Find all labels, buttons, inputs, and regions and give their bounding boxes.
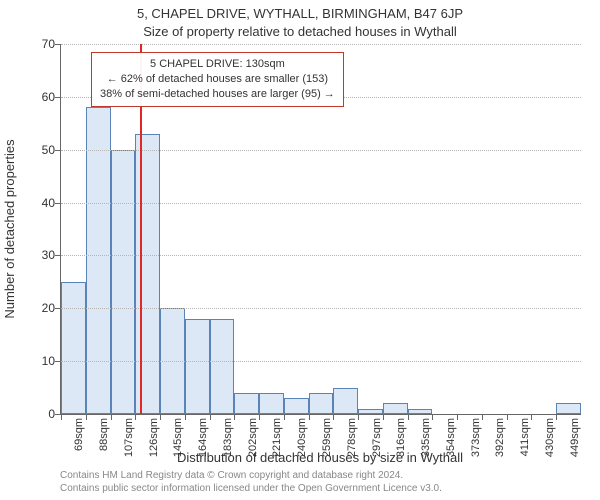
annotation-box: 5 CHAPEL DRIVE: 130sqm← 62% of detached … [91, 52, 344, 107]
y-axis-label: Number of detached properties [2, 44, 22, 414]
histogram-bar [86, 107, 111, 414]
y-tick-mark [55, 44, 61, 45]
chart-title: 5, CHAPEL DRIVE, WYTHALL, BIRMINGHAM, B4… [0, 6, 600, 21]
grid-line [61, 361, 581, 362]
x-tick-mark [234, 414, 235, 420]
y-tick-mark [55, 150, 61, 151]
x-tick-mark [210, 414, 211, 420]
histogram-bar [185, 319, 210, 414]
y-tick-mark [55, 255, 61, 256]
x-tick-mark [111, 414, 112, 420]
x-tick-mark [333, 414, 334, 420]
x-tick-mark [259, 414, 260, 420]
annotation-line: 5 CHAPEL DRIVE: 130sqm [100, 57, 335, 72]
histogram-bar [210, 319, 235, 414]
grid-line [61, 308, 581, 309]
footer-line-1: Contains HM Land Registry data © Crown c… [60, 470, 580, 483]
x-tick-mark [457, 414, 458, 420]
histogram-bar [135, 134, 160, 414]
x-tick-mark [86, 414, 87, 420]
x-tick-mark [507, 414, 508, 420]
grid-line [61, 44, 581, 45]
histogram-bar [61, 282, 86, 414]
histogram-bar [383, 403, 408, 414]
x-tick-mark [135, 414, 136, 420]
histogram-bar [284, 398, 309, 414]
x-tick-mark [556, 414, 557, 420]
y-tick-mark [55, 203, 61, 204]
x-tick-mark [383, 414, 384, 420]
histogram-bar [333, 388, 358, 414]
histogram-bar [358, 409, 383, 414]
plot-area: 01020304050607069sqm88sqm107sqm126sqm145… [60, 44, 581, 415]
chart-container: 5, CHAPEL DRIVE, WYTHALL, BIRMINGHAM, B4… [0, 0, 600, 500]
x-tick-mark [185, 414, 186, 420]
x-tick-mark [432, 414, 433, 420]
histogram-bar [309, 393, 334, 414]
histogram-bar [111, 150, 136, 414]
grid-line [61, 255, 581, 256]
y-tick-mark [55, 361, 61, 362]
annotation-line: 38% of semi-detached houses are larger (… [100, 87, 335, 102]
x-axis-label: Distribution of detached houses by size … [60, 450, 580, 465]
annotation-line: ← 62% of detached houses are smaller (15… [100, 72, 335, 87]
chart-footer: Contains HM Land Registry data © Crown c… [60, 470, 580, 495]
x-tick-mark [482, 414, 483, 420]
x-tick-mark [284, 414, 285, 420]
chart-subtitle: Size of property relative to detached ho… [0, 24, 600, 39]
x-tick-mark [160, 414, 161, 420]
x-tick-mark [531, 414, 532, 420]
x-tick-mark [408, 414, 409, 420]
grid-line [61, 150, 581, 151]
histogram-bar [556, 403, 581, 414]
histogram-bar [234, 393, 259, 414]
y-tick-mark [55, 97, 61, 98]
y-tick-mark [55, 308, 61, 309]
x-tick-mark [309, 414, 310, 420]
histogram-bar [408, 409, 433, 414]
footer-line-2: Contains public sector information licen… [60, 483, 580, 496]
histogram-bar [259, 393, 284, 414]
grid-line [61, 203, 581, 204]
x-tick-mark [358, 414, 359, 420]
x-tick-mark [61, 414, 62, 420]
